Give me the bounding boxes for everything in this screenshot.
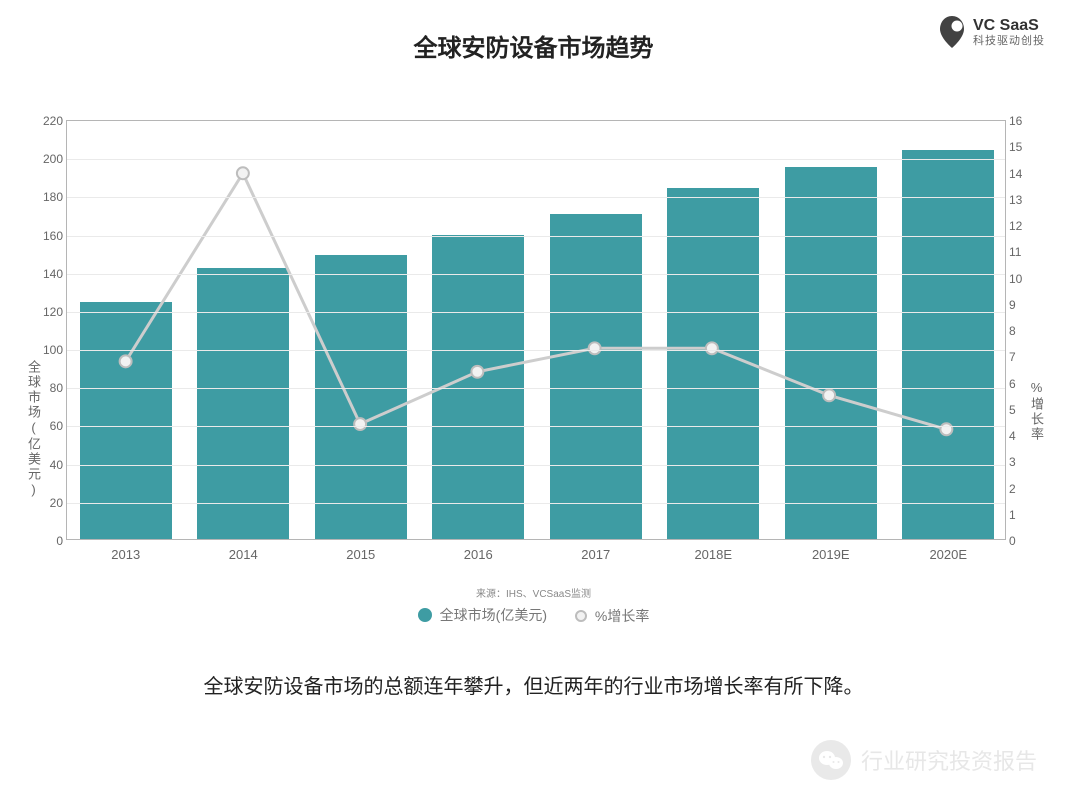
ytick-right: 9 [1009, 298, 1031, 312]
ytick-left: 120 [37, 305, 63, 319]
ytick-left: 100 [37, 343, 63, 357]
growth-marker [471, 366, 483, 378]
legend-line-label: %增长率 [595, 606, 649, 626]
gridline [67, 274, 1005, 275]
x-category-label: 2020E [929, 547, 967, 562]
ytick-right: 11 [1009, 245, 1031, 259]
ytick-left: 0 [37, 534, 63, 548]
plot-area: 0204060801001201401601802002200123456789… [66, 120, 1006, 540]
growth-line [126, 173, 947, 429]
ytick-left: 20 [37, 496, 63, 510]
x-category-label: 2014 [229, 547, 258, 562]
growth-marker [589, 342, 601, 354]
ytick-left: 40 [37, 458, 63, 472]
ytick-right: 10 [1009, 272, 1031, 286]
legend-bar-label: 全球市场(亿美元) [440, 605, 547, 625]
logo-mark-icon [937, 14, 967, 50]
gridline [67, 236, 1005, 237]
ytick-left: 80 [37, 381, 63, 395]
ytick-right: 3 [1009, 455, 1031, 469]
chart-container: 全球市场(亿美元) %增长率 0204060801001201401601802… [18, 120, 1048, 580]
ytick-right: 16 [1009, 114, 1031, 128]
ytick-left: 160 [37, 229, 63, 243]
growth-marker [706, 342, 718, 354]
ytick-right: 4 [1009, 429, 1031, 443]
brand-logo: VC SaaS 科技驱动创投 [937, 14, 1045, 50]
ytick-right: 14 [1009, 167, 1031, 181]
x-category-label: 2018E [694, 547, 732, 562]
legend-bar-swatch [418, 608, 432, 622]
ytick-right: 0 [1009, 534, 1031, 548]
watermark: 行业研究投资报告 [811, 740, 1037, 780]
logo-subtitle: 科技驱动创投 [973, 35, 1045, 47]
ytick-right: 12 [1009, 219, 1031, 233]
ytick-right: 1 [1009, 508, 1031, 522]
gridline [67, 426, 1005, 427]
line-layer [67, 121, 1005, 539]
x-category-label: 2016 [464, 547, 493, 562]
ytick-left: 200 [37, 152, 63, 166]
gridline [67, 503, 1005, 504]
gridline [67, 197, 1005, 198]
growth-marker [120, 355, 132, 367]
watermark-text: 行业研究投资报告 [861, 744, 1037, 776]
ytick-right: 2 [1009, 482, 1031, 496]
growth-marker [354, 418, 366, 430]
x-category-label: 2019E [812, 547, 850, 562]
growth-marker [823, 389, 835, 401]
x-category-label: 2015 [346, 547, 375, 562]
ytick-right: 6 [1009, 377, 1031, 391]
wechat-icon [811, 740, 851, 780]
x-category-label: 2013 [111, 547, 140, 562]
gridline [67, 350, 1005, 351]
ytick-left: 60 [37, 419, 63, 433]
x-category-label: 2017 [581, 547, 610, 562]
legend: 全球市场(亿美元) %增长率 [0, 605, 1067, 626]
legend-item-bar: 全球市场(亿美元) [418, 605, 547, 625]
ytick-left: 220 [37, 114, 63, 128]
growth-marker [940, 423, 952, 435]
logo-name: VC SaaS [973, 17, 1045, 35]
gridline [67, 159, 1005, 160]
ytick-right: 7 [1009, 350, 1031, 364]
ytick-left: 180 [37, 190, 63, 204]
chart-title: 全球安防设备市场趋势 [0, 28, 1067, 63]
legend-item-line: %增长率 [575, 606, 649, 626]
growth-marker [237, 167, 249, 179]
ytick-right: 15 [1009, 140, 1031, 154]
source-text: 来源：IHS、VCSaaS监测 [0, 585, 1067, 600]
gridline [67, 312, 1005, 313]
gridline [67, 465, 1005, 466]
gridline [67, 388, 1005, 389]
legend-line-swatch [575, 610, 587, 622]
ytick-left: 140 [37, 267, 63, 281]
ytick-right: 8 [1009, 324, 1031, 338]
ytick-right: 13 [1009, 193, 1031, 207]
ytick-right: 5 [1009, 403, 1031, 417]
caption-text: 全球安防设备市场的总额连年攀升，但近两年的行业市场增长率有所下降。 [0, 670, 1067, 699]
